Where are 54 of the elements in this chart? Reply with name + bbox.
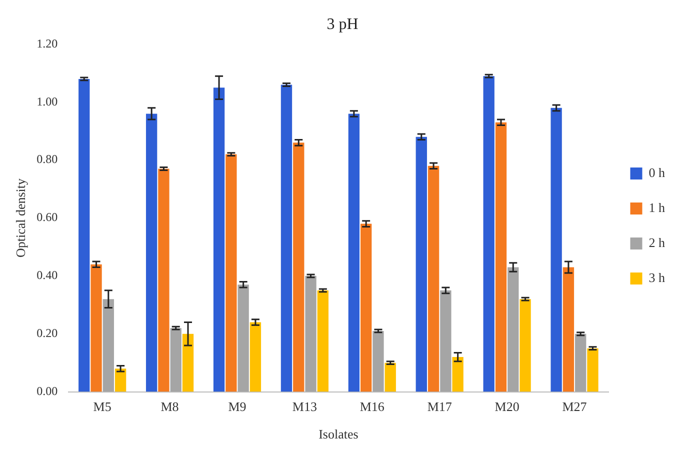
y-tick-label: 0.60 (36, 210, 58, 224)
y-tick-label: 0.20 (36, 326, 58, 340)
bar (452, 357, 464, 392)
bar (587, 348, 598, 392)
bar (416, 136, 427, 392)
bar (78, 78, 90, 392)
bar (483, 76, 494, 392)
bar (158, 168, 170, 392)
bar (372, 330, 384, 392)
bar (213, 88, 225, 392)
bar (280, 84, 292, 392)
bar (114, 368, 126, 392)
bar (102, 299, 114, 392)
bar (440, 290, 452, 392)
bar (90, 264, 102, 392)
x-tick-label: M16 (360, 399, 385, 414)
bar (428, 166, 440, 392)
chart-title: 3 pH (326, 16, 359, 33)
bar (550, 108, 562, 392)
x-tick-label: M5 (93, 399, 112, 414)
y-tick-label: 0.80 (36, 152, 58, 166)
bar (238, 284, 249, 392)
y-tick-label: 0.40 (36, 268, 58, 282)
x-tick-label: M13 (292, 399, 317, 414)
y-tick-label: 1.00 (36, 94, 58, 108)
bar (305, 276, 316, 392)
bar (520, 299, 531, 392)
bar (317, 290, 328, 392)
legend-label: 2 h (648, 234, 666, 250)
legend-label: 0 h (648, 164, 666, 180)
x-tick-label: M17 (427, 399, 452, 414)
bar (250, 322, 262, 392)
x-tick-label: M20 (494, 399, 520, 414)
y-axis-title: Optical density (13, 178, 28, 258)
x-tick-label: M9 (228, 399, 246, 414)
legend-label: 1 h (648, 200, 666, 215)
bar (562, 267, 574, 392)
x-tick-label: M8 (160, 399, 179, 414)
y-tick-label: 0.00 (36, 384, 58, 398)
bar (384, 362, 396, 392)
bar (508, 267, 519, 392)
bar (170, 328, 182, 392)
bar (360, 224, 372, 392)
bar (575, 334, 586, 392)
x-tick-label: M27 (562, 399, 588, 414)
x-axis-title: Isolates (318, 426, 358, 442)
y-tick-label: 1.20 (36, 36, 58, 50)
legend-label: 3 h (648, 270, 666, 285)
bar (293, 142, 304, 392)
bar (226, 154, 237, 392)
bar (495, 122, 507, 392)
bar (146, 114, 158, 392)
bar (182, 334, 194, 392)
bar (348, 114, 360, 392)
